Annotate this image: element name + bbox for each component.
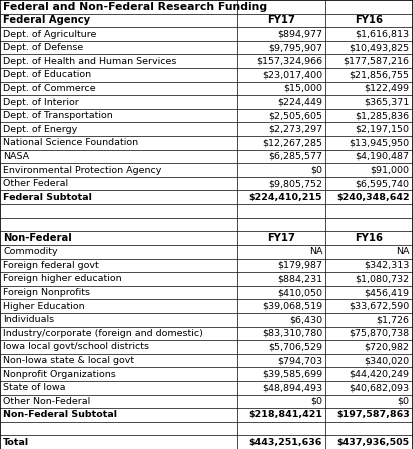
Text: $240,348,642: $240,348,642 bbox=[336, 193, 410, 202]
Text: $10,493,825: $10,493,825 bbox=[349, 43, 410, 52]
Text: $224,449: $224,449 bbox=[277, 97, 322, 106]
Text: NA: NA bbox=[396, 247, 410, 256]
Text: $9,795,907: $9,795,907 bbox=[268, 43, 322, 52]
Text: Other Federal: Other Federal bbox=[3, 179, 69, 188]
Text: $1,080,732: $1,080,732 bbox=[356, 274, 410, 283]
Text: $122,499: $122,499 bbox=[365, 84, 410, 93]
Text: $33,672,590: $33,672,590 bbox=[349, 302, 410, 311]
Text: Non-Federal: Non-Federal bbox=[3, 233, 72, 243]
Text: $157,324,966: $157,324,966 bbox=[256, 57, 322, 66]
Text: Dept. of Commerce: Dept. of Commerce bbox=[3, 84, 96, 93]
Text: $179,987: $179,987 bbox=[277, 261, 322, 270]
Text: Dept. of Health and Human Services: Dept. of Health and Human Services bbox=[3, 57, 177, 66]
Text: Environmental Protection Agency: Environmental Protection Agency bbox=[3, 166, 161, 175]
Text: $5,706,529: $5,706,529 bbox=[268, 343, 322, 352]
Text: $23,017,400: $23,017,400 bbox=[262, 70, 322, 79]
Text: $4,190,487: $4,190,487 bbox=[356, 152, 410, 161]
Text: $1,726: $1,726 bbox=[377, 315, 410, 324]
Text: $1,285,836: $1,285,836 bbox=[356, 111, 410, 120]
Text: $91,000: $91,000 bbox=[371, 166, 410, 175]
Text: Foreign Nonprofits: Foreign Nonprofits bbox=[3, 288, 90, 297]
Text: Total: Total bbox=[3, 438, 29, 447]
Text: $218,841,421: $218,841,421 bbox=[248, 410, 322, 419]
Text: Non-Iowa state & local govt: Non-Iowa state & local govt bbox=[3, 356, 134, 365]
Text: $12,267,285: $12,267,285 bbox=[262, 138, 322, 147]
Text: $2,273,297: $2,273,297 bbox=[268, 125, 322, 134]
Text: $340,020: $340,020 bbox=[365, 356, 410, 365]
Text: $410,050: $410,050 bbox=[277, 288, 322, 297]
Text: $894,977: $894,977 bbox=[277, 30, 322, 39]
Text: $40,682,093: $40,682,093 bbox=[349, 383, 410, 392]
Text: Iowa local govt/school districts: Iowa local govt/school districts bbox=[3, 343, 150, 352]
Text: State of Iowa: State of Iowa bbox=[3, 383, 66, 392]
Text: $6,595,740: $6,595,740 bbox=[356, 179, 410, 188]
Text: Dept. of Agriculture: Dept. of Agriculture bbox=[3, 30, 97, 39]
Text: Foreign higher education: Foreign higher education bbox=[3, 274, 122, 283]
Text: $197,587,863: $197,587,863 bbox=[336, 410, 410, 419]
Text: Higher Education: Higher Education bbox=[3, 302, 85, 311]
Text: Federal Subtotal: Federal Subtotal bbox=[3, 193, 92, 202]
Text: Dept. of Transportation: Dept. of Transportation bbox=[3, 111, 113, 120]
Text: NA: NA bbox=[309, 247, 322, 256]
Text: Other Non-Federal: Other Non-Federal bbox=[3, 397, 90, 406]
Text: Federal Agency: Federal Agency bbox=[3, 15, 90, 26]
Text: $6,285,577: $6,285,577 bbox=[268, 152, 322, 161]
Text: Individuals: Individuals bbox=[3, 315, 55, 324]
Text: Commodity: Commodity bbox=[3, 247, 58, 256]
Text: FY16: FY16 bbox=[355, 233, 383, 243]
Text: $39,068,519: $39,068,519 bbox=[262, 302, 322, 311]
Text: $177,587,216: $177,587,216 bbox=[344, 57, 410, 66]
Text: $15,000: $15,000 bbox=[283, 84, 322, 93]
Text: $1,616,813: $1,616,813 bbox=[356, 30, 410, 39]
Text: $75,870,738: $75,870,738 bbox=[349, 329, 410, 338]
Text: $44,420,249: $44,420,249 bbox=[350, 370, 410, 379]
Text: $13,945,950: $13,945,950 bbox=[349, 138, 410, 147]
Text: $6,430: $6,430 bbox=[289, 315, 322, 324]
Text: Nonprofit Organizations: Nonprofit Organizations bbox=[3, 370, 116, 379]
Text: $443,251,636: $443,251,636 bbox=[249, 438, 322, 447]
Text: $2,197,150: $2,197,150 bbox=[356, 125, 410, 134]
Text: $9,805,752: $9,805,752 bbox=[268, 179, 322, 188]
Text: Dept. of Interior: Dept. of Interior bbox=[3, 97, 79, 106]
Text: $83,310,780: $83,310,780 bbox=[262, 329, 322, 338]
Text: Federal and Non-Federal Research Funding: Federal and Non-Federal Research Funding bbox=[3, 2, 268, 12]
Text: $39,585,699: $39,585,699 bbox=[262, 370, 322, 379]
Text: $720,982: $720,982 bbox=[365, 343, 410, 352]
Text: NASA: NASA bbox=[3, 152, 29, 161]
Text: FY17: FY17 bbox=[268, 233, 295, 243]
Text: Foreign federal govt: Foreign federal govt bbox=[3, 261, 99, 270]
Text: $884,231: $884,231 bbox=[277, 274, 322, 283]
Text: Industry/corporate (foreign and domestic): Industry/corporate (foreign and domestic… bbox=[3, 329, 203, 338]
Text: $342,313: $342,313 bbox=[364, 261, 410, 270]
Text: $0: $0 bbox=[398, 397, 410, 406]
Text: $365,371: $365,371 bbox=[364, 97, 410, 106]
Text: Dept. of Energy: Dept. of Energy bbox=[3, 125, 78, 134]
Text: FY16: FY16 bbox=[355, 15, 383, 26]
Text: $0: $0 bbox=[310, 166, 322, 175]
Text: Non-Federal Subtotal: Non-Federal Subtotal bbox=[3, 410, 117, 419]
Text: $2,505,605: $2,505,605 bbox=[268, 111, 322, 120]
Text: Dept. of Education: Dept. of Education bbox=[3, 70, 91, 79]
Text: FY17: FY17 bbox=[268, 15, 295, 26]
Text: National Science Foundation: National Science Foundation bbox=[3, 138, 138, 147]
Text: $224,410,215: $224,410,215 bbox=[249, 193, 322, 202]
Text: $437,936,505: $437,936,505 bbox=[337, 438, 410, 447]
Text: $456,419: $456,419 bbox=[365, 288, 410, 297]
Text: $48,894,493: $48,894,493 bbox=[262, 383, 322, 392]
Text: $21,856,755: $21,856,755 bbox=[350, 70, 410, 79]
Text: $794,703: $794,703 bbox=[277, 356, 322, 365]
Text: Dept. of Defense: Dept. of Defense bbox=[3, 43, 83, 52]
Text: $0: $0 bbox=[310, 397, 322, 406]
